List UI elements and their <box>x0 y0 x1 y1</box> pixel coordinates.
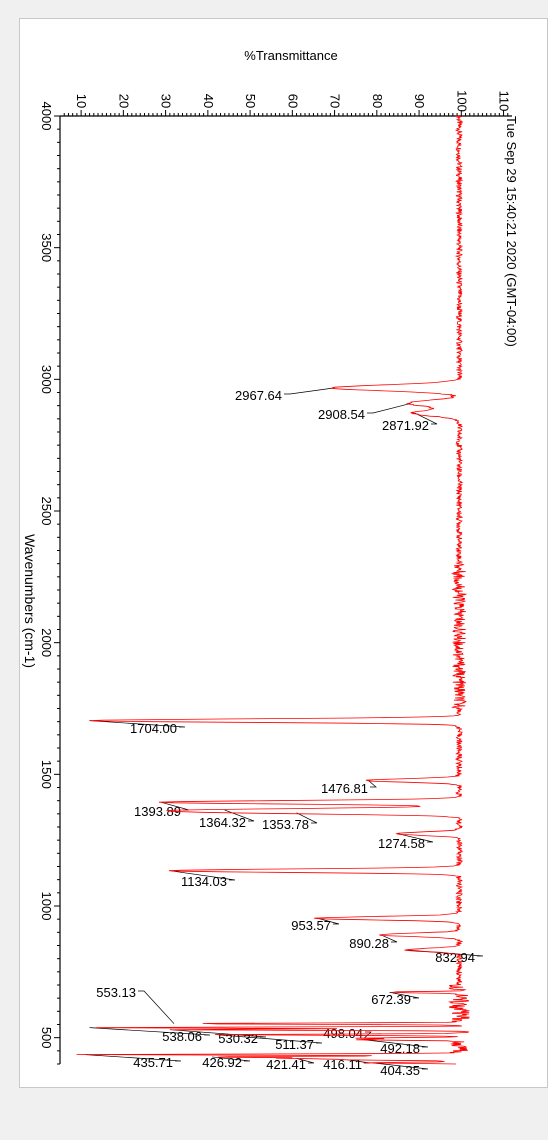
peak-leader-line <box>367 403 411 414</box>
y-tick-label: 10 <box>74 94 89 108</box>
peak-leader-line <box>296 1058 315 1064</box>
peak-label: 416.11 <box>323 1057 362 1072</box>
peak-leader-line <box>138 990 175 1024</box>
x-tick-label: 4000 <box>39 102 54 131</box>
y-tick-label: 80 <box>370 94 385 108</box>
peak-leader-line <box>372 1062 429 1070</box>
peak-leader-line <box>224 809 255 822</box>
y-tick-label: 50 <box>243 94 258 108</box>
peak-label: 2967.64 <box>235 388 282 403</box>
x-tick-label: 2500 <box>39 497 54 526</box>
y-tick-label: 110 <box>497 91 512 112</box>
y-tick-label: 100 <box>454 90 469 112</box>
peak-leader-line <box>414 412 438 425</box>
peak-label: 1393.89 <box>134 804 181 819</box>
x-axis-label: Wavenumbers (cm-1) <box>22 534 38 668</box>
spectrum-line <box>76 115 470 1065</box>
peak-leader-line <box>169 1029 267 1038</box>
peak-label: 530.32 <box>218 1031 258 1046</box>
ir-spectrum-chart: %Transmittance Wavenumbers (cm-1) Tue Se… <box>22 48 519 1078</box>
peak-leader-line <box>397 833 434 843</box>
peak-leader-line <box>296 812 318 824</box>
peak-leader-line <box>363 1031 372 1039</box>
peak-label: 832.94 <box>435 950 475 965</box>
peak-label: 498.04 <box>323 1026 363 1041</box>
peak-leader-line <box>380 934 398 943</box>
peak-label: 421.41 <box>266 1057 306 1072</box>
peak-label: 2908.54 <box>318 407 365 422</box>
peak-label: 511.37 <box>275 1037 314 1052</box>
peak-label: 1274.58 <box>378 836 425 851</box>
y-tick-label: 40 <box>201 94 216 108</box>
x-tick-label: 3500 <box>39 233 54 262</box>
peak-leader-line <box>284 387 335 395</box>
peak-leader-line <box>89 1027 211 1036</box>
peak-label: 1364.32 <box>199 815 246 830</box>
x-tick-label: 500 <box>39 1027 54 1049</box>
peak-label: 404.35 <box>380 1063 420 1078</box>
peak-label: 492.18 <box>380 1041 420 1056</box>
peak-label: 426.92 <box>202 1055 242 1070</box>
y-tick-label: 30 <box>159 94 174 108</box>
y-tick-label: 70 <box>328 94 343 108</box>
peak-label: 553.13 <box>96 985 136 1000</box>
x-tick-label: 3000 <box>39 365 54 394</box>
peak-label: 2871.92 <box>382 418 429 433</box>
peak-label: 1476.81 <box>321 781 368 796</box>
peak-label: 672.39 <box>371 992 411 1007</box>
peak-label: 435.71 <box>133 1055 173 1070</box>
peak-leader-line <box>169 870 236 881</box>
timestamp: Tue Sep 29 15:40:21 2020 (GMT-04:00) <box>504 116 519 347</box>
x-tick-label: 1000 <box>39 892 54 921</box>
peak-label: 953.57 <box>291 918 331 933</box>
peak-leader-line <box>317 917 340 925</box>
y-tick-label: 60 <box>285 94 300 108</box>
peak-label: 1704.00 <box>130 721 177 736</box>
peak-leader-line <box>85 1054 182 1062</box>
peak-label: 890.28 <box>349 936 389 951</box>
peak-leader-line <box>368 780 377 788</box>
peak-leader-line <box>89 720 186 728</box>
peak-leader-line <box>216 1034 323 1044</box>
peak-label: 1353.78 <box>262 817 309 832</box>
x-tick-label: 1500 <box>39 760 54 789</box>
y-tick-label: 20 <box>116 94 131 108</box>
y-tick-label: 90 <box>412 94 427 108</box>
peak-label: 1134.03 <box>181 874 227 889</box>
peak-label: 538.06 <box>162 1029 202 1044</box>
peak-leader-line <box>212 1056 251 1062</box>
x-tick-label: 2000 <box>39 628 54 657</box>
plot-window: %Transmittance Wavenumbers (cm-1) Tue Se… <box>19 18 548 1088</box>
peak-leader-line <box>389 991 420 999</box>
chart-title: %Transmittance <box>244 48 337 63</box>
peak-leader-line <box>364 1039 429 1048</box>
